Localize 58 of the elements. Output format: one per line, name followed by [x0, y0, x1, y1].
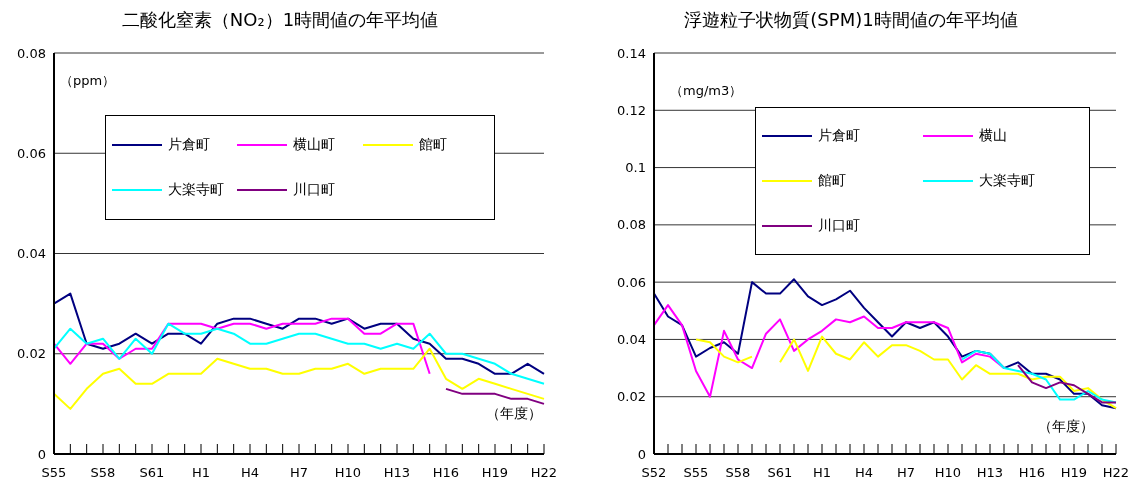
- y-tick-label: 0.02: [617, 389, 646, 405]
- x-tick-label: H16: [432, 465, 460, 481]
- y-tick-label: 0: [37, 446, 46, 462]
- x-tick-label: H4: [240, 465, 260, 481]
- x-tick-label: S58: [90, 465, 116, 481]
- legend-label: 大楽寺町: [978, 171, 1035, 190]
- legend-label: 横山: [978, 127, 1007, 146]
- x-tick-label: S55: [683, 465, 709, 481]
- x-tick-label: H19: [481, 465, 509, 481]
- x-tick-label: H10: [934, 465, 962, 481]
- x-tick-label: H22: [1102, 465, 1130, 481]
- annotation: （mg/m3）: [670, 82, 743, 100]
- x-tick-label: S61: [767, 465, 793, 481]
- x-tick-label: H1: [812, 465, 832, 481]
- x-tick-label: H10: [334, 465, 362, 481]
- legend-label: 片倉町: [818, 127, 860, 146]
- y-tick-label: 0.08: [17, 45, 46, 61]
- y-tick-label: 0.04: [17, 246, 46, 262]
- y-tick-label: 0.14: [617, 45, 646, 61]
- chart-title: 浮遊粒子状物質(SPM)1時間値の年平均値: [683, 8, 1019, 32]
- annotation: （年度）: [1038, 418, 1094, 436]
- legend-label: 片倉町: [168, 135, 210, 154]
- x-tick-label: H7: [896, 465, 916, 481]
- line-series: [53, 317, 431, 375]
- annotation: （ppm）: [60, 72, 116, 90]
- chart-title: 二酸化窒素（NO₂）1時間値の年平均値: [120, 8, 440, 32]
- line-series: [53, 292, 545, 375]
- line-series: [653, 278, 1117, 410]
- legend-label: 館町: [418, 135, 447, 154]
- line-series: [1017, 364, 1117, 404]
- x-tick-label: H22: [530, 465, 558, 481]
- x-tick-label: H13: [976, 465, 1004, 481]
- x-tick-label: H16: [1018, 465, 1046, 481]
- x-tick-label: S55: [41, 465, 67, 481]
- x-tick-label: H13: [383, 465, 411, 481]
- y-tick-label: 0: [637, 446, 646, 462]
- x-tick-label: S58: [725, 465, 751, 481]
- legend-label: 川口町: [818, 216, 860, 235]
- y-tick-label: 0.02: [17, 346, 46, 362]
- y-tick-label: 0.06: [17, 145, 46, 161]
- legend-label: 川口町: [293, 181, 336, 200]
- legend-label: 館町: [818, 171, 846, 190]
- y-tick-label: 0.04: [617, 332, 646, 348]
- x-tick-label: S52: [641, 465, 667, 481]
- legend-label: 横山町: [293, 135, 336, 154]
- x-tick-label: S61: [139, 465, 165, 481]
- x-tick-label: H7: [289, 465, 309, 481]
- y-tick-label: 0.1: [625, 160, 646, 176]
- line-series: [445, 387, 545, 405]
- y-tick-label: 0.08: [617, 217, 646, 233]
- line-series: [53, 322, 545, 385]
- y-tick-label: 0.06: [617, 274, 646, 290]
- legend-label: 大楽寺町: [168, 181, 224, 200]
- annotation: （年度）: [486, 405, 542, 423]
- y-tick-label: 0.12: [617, 102, 646, 118]
- x-tick-label: H19: [1060, 465, 1088, 481]
- x-tick-label: H1: [191, 465, 211, 481]
- x-tick-label: H4: [854, 465, 874, 481]
